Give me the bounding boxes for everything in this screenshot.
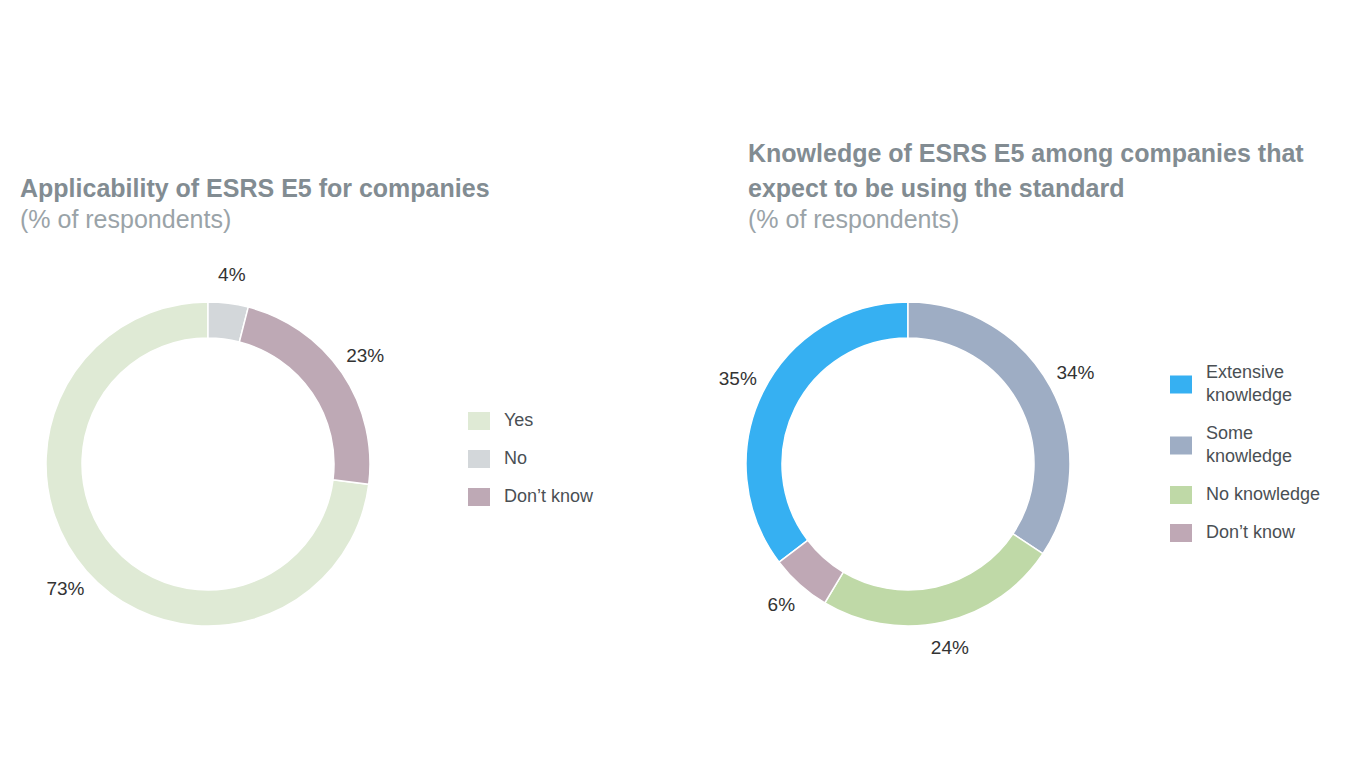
text-line: No	[504, 448, 527, 468]
slice	[908, 302, 1070, 554]
chart-panel: Applicability of ESRS E5 for companies (%…	[20, 174, 594, 626]
text-line: expect to be using the standard	[748, 174, 1124, 202]
slice	[825, 534, 1043, 626]
text-line: knowledge	[1206, 385, 1292, 405]
subtitle: (% of respondents)	[748, 205, 959, 233]
title: Applicability of ESRS E5 for companies	[20, 174, 490, 202]
data-label: 35%	[719, 368, 757, 389]
legend-swatch	[468, 412, 490, 430]
pie-group	[46, 302, 370, 626]
slice	[746, 302, 908, 562]
legend-label: Yes	[504, 410, 533, 430]
text-line: Knowledge of ESRS E5 among companies tha…	[748, 139, 1304, 167]
legend-label: No	[504, 448, 527, 468]
text-line: knowledge	[1206, 446, 1292, 466]
legend: Yes No Don’t know	[468, 410, 594, 506]
legend: Extensive knowledge Some knowledge No knowle…	[1170, 362, 1320, 542]
data-label: 34%	[1056, 362, 1094, 383]
data-label: 23%	[346, 345, 384, 366]
text-line: No knowledge	[1206, 484, 1320, 504]
legend-label: Extensive knowledge	[1206, 362, 1292, 405]
text-line: Yes	[504, 410, 533, 430]
data-label: 73%	[46, 578, 84, 599]
subtitle: (% of respondents)	[20, 205, 231, 233]
chart-panel: Knowledge of ESRS E5 among companies tha…	[719, 139, 1320, 658]
text-line: Some	[1206, 423, 1253, 443]
slice	[239, 307, 370, 484]
legend-label: Don’t know	[504, 486, 594, 506]
legend-label: No knowledge	[1206, 484, 1320, 504]
text-line: Extensive	[1206, 362, 1284, 382]
legend-swatch	[468, 450, 490, 468]
legend-swatch	[1170, 486, 1192, 504]
data-label: 6%	[768, 594, 796, 615]
canvas: Applicability of ESRS E5 for companies (%…	[0, 0, 1360, 765]
title: Knowledge of ESRS E5 among companies tha…	[748, 139, 1304, 202]
legend-swatch	[1170, 437, 1192, 455]
legend-label: Some knowledge	[1206, 423, 1292, 466]
text-line: Don’t know	[504, 486, 594, 506]
data-label: 24%	[931, 637, 969, 658]
text-line: Applicability of ESRS E5 for companies	[20, 174, 490, 202]
data-label: 4%	[218, 264, 246, 285]
legend-swatch	[468, 488, 490, 506]
legend-swatch	[1170, 376, 1192, 394]
text-line: Don’t know	[1206, 522, 1296, 542]
pie-group	[746, 302, 1070, 626]
legend-swatch	[1170, 524, 1192, 542]
legend-label: Don’t know	[1206, 522, 1296, 542]
